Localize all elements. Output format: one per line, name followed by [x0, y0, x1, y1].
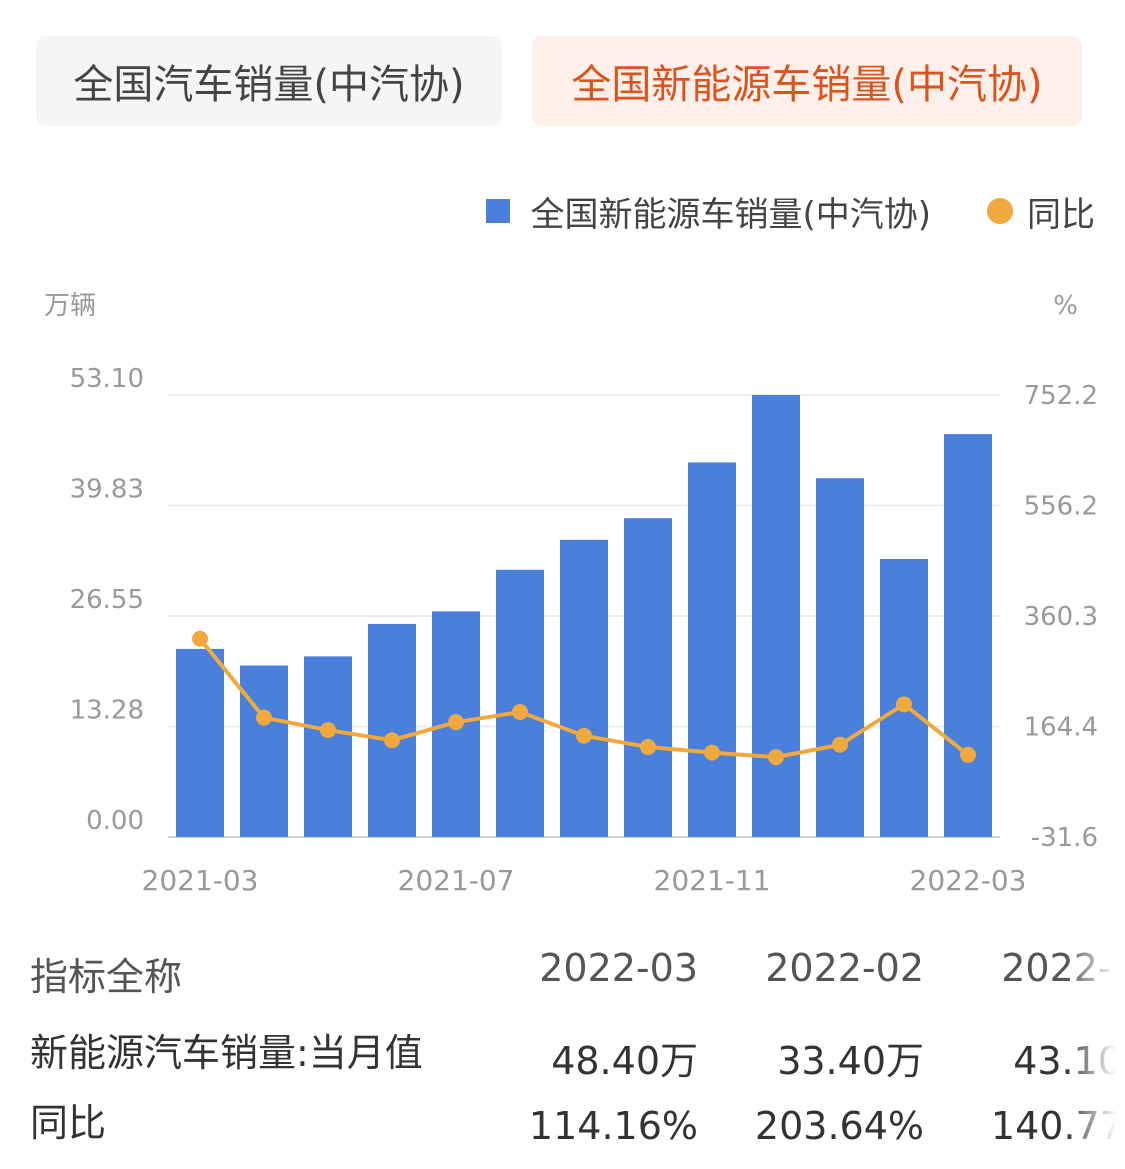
y-left-tick-label: 26.55	[70, 585, 144, 615]
legend-line-dot	[987, 198, 1013, 224]
scroll-fade	[1065, 946, 1125, 1169]
y-left-tick-label: 53.10	[70, 364, 144, 394]
left-axis-unit: 万辆	[44, 291, 96, 321]
y-right-tick-label: 556.2	[1024, 492, 1098, 522]
row-value: 48.40万	[551, 1039, 698, 1083]
table-header-col: 2022-03	[539, 946, 698, 990]
yoy-point	[256, 709, 272, 726]
y-left-tick-label: 13.28	[70, 696, 144, 726]
row-label: 新能源汽车销量:当月值	[30, 1031, 423, 1075]
yoy-point	[448, 714, 464, 731]
table-row: 同比 114.16% 203.64% 140.77%	[0, 1092, 1125, 1156]
bar	[240, 665, 288, 837]
chart-legend: 全国新能源车销量(中汽协) 同比	[486, 186, 1095, 236]
yoy-point	[512, 704, 528, 721]
legend-bar-label: 全国新能源车销量(中汽协)	[530, 194, 931, 235]
bar	[688, 462, 736, 837]
row-value: 114.16%	[528, 1104, 698, 1148]
y-left-tick-label: 39.83	[70, 475, 144, 505]
row-label: 同比	[30, 1101, 107, 1145]
data-table: 指标全称 2022-03 2022-02 2022-01 新能源汽车销量:当月值…	[0, 946, 1125, 1169]
sales-chart: 万辆 % 0.00 -31.6 13.28 164.4 26.55 360.3 39.83 556…	[44, 291, 1098, 897]
bar	[624, 518, 672, 837]
x-tick-label: 2022-03	[910, 864, 1027, 897]
yoy-point	[768, 749, 784, 766]
y-left-tick-label: 0.00	[86, 806, 144, 836]
yoy-point	[192, 630, 208, 647]
table-header-label: 指标全称	[30, 955, 183, 999]
y-right-tick-label: -31.6	[1031, 823, 1098, 853]
yoy-point	[832, 736, 848, 753]
y-right-tick-label: 360.3	[1024, 602, 1098, 632]
legend-bar-swatch	[486, 199, 511, 223]
tab-label: 全国汽车销量(中汽协)	[73, 62, 465, 108]
y-right-tick-label: 164.4	[1024, 713, 1098, 743]
yoy-point	[384, 732, 400, 749]
yoy-point	[704, 744, 720, 761]
x-tick-label: 2021-11	[654, 864, 771, 897]
table-header-col: 2022-02	[765, 946, 924, 990]
bar	[752, 395, 800, 837]
bar	[368, 623, 416, 837]
tab-national-car-sales[interactable]: 全国汽车销量(中汽协)	[36, 36, 502, 126]
table-row: 新能源汽车销量:当月值 48.40万 33.40万 43.10万	[0, 1022, 1125, 1086]
bar	[496, 569, 544, 837]
row-value: 203.64%	[754, 1104, 924, 1148]
row-value: 33.40万	[777, 1039, 924, 1083]
bar	[560, 539, 608, 837]
legend-line-label: 同比	[1027, 194, 1095, 235]
tab-national-nev-sales[interactable]: 全国新能源车销量(中汽协)	[532, 36, 1082, 126]
tab-label: 全国新能源车销量(中汽协)	[571, 62, 1043, 108]
yoy-point	[320, 722, 336, 739]
yoy-point	[576, 727, 592, 744]
bar	[944, 434, 992, 837]
y-right-tick-label: 752.2	[1024, 381, 1098, 411]
yoy-point	[640, 738, 656, 755]
yoy-point	[960, 746, 976, 763]
right-axis-unit: %	[1053, 291, 1078, 321]
bar	[304, 656, 352, 837]
bar	[816, 478, 864, 837]
x-tick-label: 2021-07	[398, 864, 515, 897]
x-tick-label: 2021-03	[142, 864, 259, 897]
bar	[176, 648, 224, 837]
yoy-point	[896, 696, 912, 713]
table-header-row: 指标全称 2022-03 2022-02 2022-01	[0, 946, 1125, 1010]
